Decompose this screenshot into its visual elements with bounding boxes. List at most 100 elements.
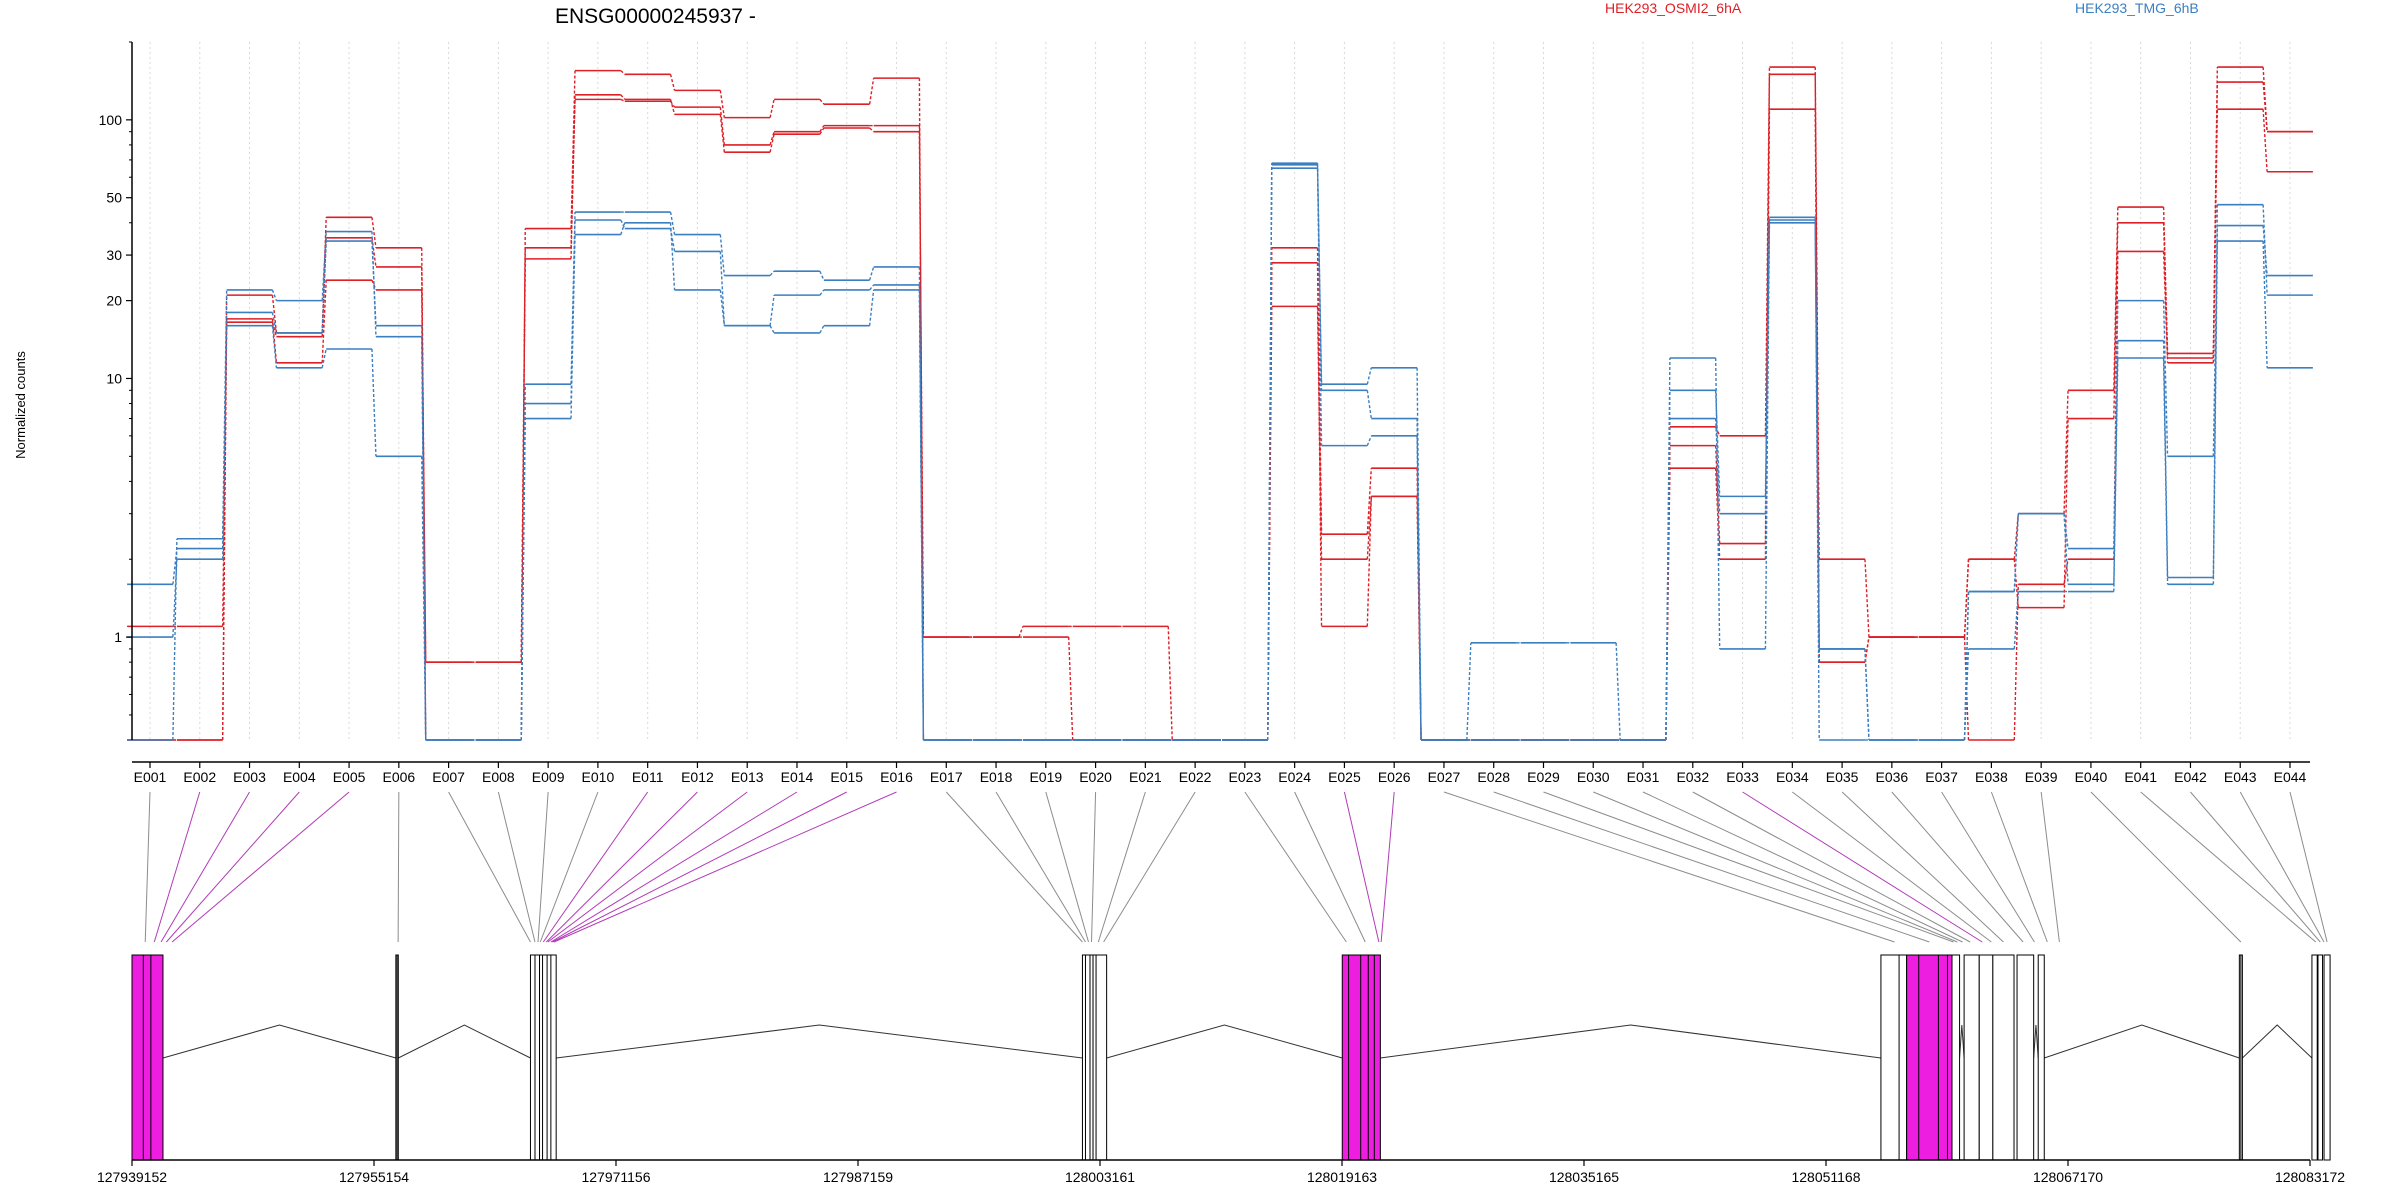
series-6-link-E008: [520, 384, 526, 741]
series-3-link-E014: [819, 98, 825, 105]
series-3-link-E003: [271, 295, 278, 334]
x-tick-label-E001: E001: [134, 769, 167, 785]
series-2-link-E038: [2013, 559, 2019, 608]
link-E010: [539, 791, 599, 943]
series-6-link-E038: [2013, 513, 2019, 592]
genome-tick-label: 127955154: [339, 1169, 409, 1185]
link-E035: [1841, 791, 2004, 943]
series-2-link-E033: [1764, 74, 1771, 544]
series-3-link-E015: [868, 78, 875, 105]
x-tick-label-E002: E002: [183, 769, 216, 785]
series-1-link-E039: [2063, 559, 2069, 585]
link-E025: [1343, 791, 1380, 943]
series-6-link-E040: [2113, 340, 2119, 585]
link-E016: [553, 791, 897, 943]
x-tick-label-E023: E023: [1229, 769, 1262, 785]
series-2-link-E013: [769, 131, 775, 146]
series-6-link-E030: [1615, 642, 1621, 741]
series-2-link-E014: [819, 125, 825, 133]
series-3-link-E041: [2162, 207, 2169, 354]
series-3-link-E033: [1764, 67, 1771, 436]
exon-block-14: [2016, 954, 2035, 1161]
exon-block-17: [2311, 954, 2318, 1161]
vertical-gridlines: [149, 42, 2291, 740]
series-3-link-E005: [371, 217, 377, 248]
link-E009: [537, 791, 549, 943]
series-5-link-E034: [1814, 217, 1820, 649]
intron: [162, 1024, 397, 1059]
series-4-link-E003: [271, 325, 278, 368]
series-4-link-E043: [2262, 240, 2268, 368]
x-tick-label-E027: E027: [1428, 769, 1461, 785]
series-5-link-E035: [1864, 648, 1870, 741]
series-1-link-E010: [620, 94, 626, 100]
series-6-link-E006: [421, 336, 427, 741]
exon-block-15: [2037, 954, 2045, 1161]
x-tick-label-E020: E020: [1079, 769, 1112, 785]
link-E021: [1097, 791, 1146, 943]
x-tick-label-E015: E015: [830, 769, 863, 785]
genome-tick-label: 128035165: [1549, 1169, 1619, 1185]
y-tick-label: 20: [106, 293, 122, 309]
link-E024: [1294, 791, 1366, 943]
x-tick-label-E017: E017: [930, 769, 963, 785]
series-1-link-E014: [819, 127, 825, 135]
x-tick-label-E014: E014: [781, 769, 814, 785]
link-E017: [945, 791, 1083, 943]
link-E028: [1493, 791, 1930, 943]
x-tick-label-E021: E021: [1129, 769, 1162, 785]
x-tick-label-E043: E043: [2224, 769, 2257, 785]
series-6: [127, 164, 2313, 741]
series-5-link-E013: [769, 295, 775, 326]
y-tick-label: 50: [106, 190, 122, 206]
link-E002: [153, 791, 201, 943]
genome-tick-label: 127987159: [823, 1169, 893, 1185]
link-E030: [1593, 791, 1958, 943]
x-tick-label-E038: E038: [1975, 769, 2008, 785]
series-1: [127, 93, 2313, 741]
exon-block-6: [1092, 954, 1108, 1161]
intron: [2033, 1024, 2039, 1059]
link-E040: [2090, 791, 2242, 943]
intron: [1106, 1024, 1343, 1059]
link-E012: [545, 791, 698, 943]
x-tick-label-E006: E006: [382, 769, 415, 785]
genome-tick-label: 127939152: [97, 1169, 167, 1185]
link-E036: [1891, 791, 2024, 943]
series-2-link-E040: [2113, 222, 2119, 419]
series-6-link-E015: [868, 266, 875, 281]
link-E011: [542, 791, 649, 943]
series-1-link-E015: [869, 127, 875, 133]
x-tick-label-E025: E025: [1328, 769, 1361, 785]
link-E034: [1792, 791, 1992, 943]
x-tick-label-E034: E034: [1776, 769, 1809, 785]
x-tick-label-E028: E028: [1477, 769, 1510, 785]
x-tick-label-E037: E037: [1925, 769, 1958, 785]
series-6-link-E003: [271, 289, 278, 301]
series-5-link-E004: [321, 240, 327, 333]
series-2: [127, 73, 2313, 741]
intron: [556, 1024, 1083, 1059]
x-tick-label-E033: E033: [1726, 769, 1759, 785]
link-E044: [2289, 791, 2328, 943]
series-1-link-E013: [769, 134, 775, 153]
link-E019: [1045, 791, 1089, 943]
series-6-link-E043: [2262, 204, 2268, 296]
exon-block-5: [1081, 954, 1094, 1161]
exon-block-12: [1978, 954, 1994, 1161]
x-tick-label-E030: E030: [1577, 769, 1610, 785]
series-1-link-E038: [2013, 584, 2019, 741]
exon-link-lines: [144, 791, 2328, 943]
series-6-link-E014: [819, 270, 825, 281]
series-4: [127, 167, 2313, 741]
series-2-link-E039: [2063, 418, 2069, 608]
y-axis-label: Normalized counts: [13, 351, 28, 459]
series-4-link-E013: [769, 325, 775, 334]
series-2-link-E003: [271, 322, 278, 337]
x-tick-label-E008: E008: [482, 769, 515, 785]
x-tick-label-E026: E026: [1378, 769, 1411, 785]
x-tick-label-E007: E007: [432, 769, 465, 785]
series-6-link-E024: [1316, 164, 1323, 385]
series-2-link-E035: [1864, 636, 1870, 663]
series-3-link-E038: [2013, 513, 2019, 560]
